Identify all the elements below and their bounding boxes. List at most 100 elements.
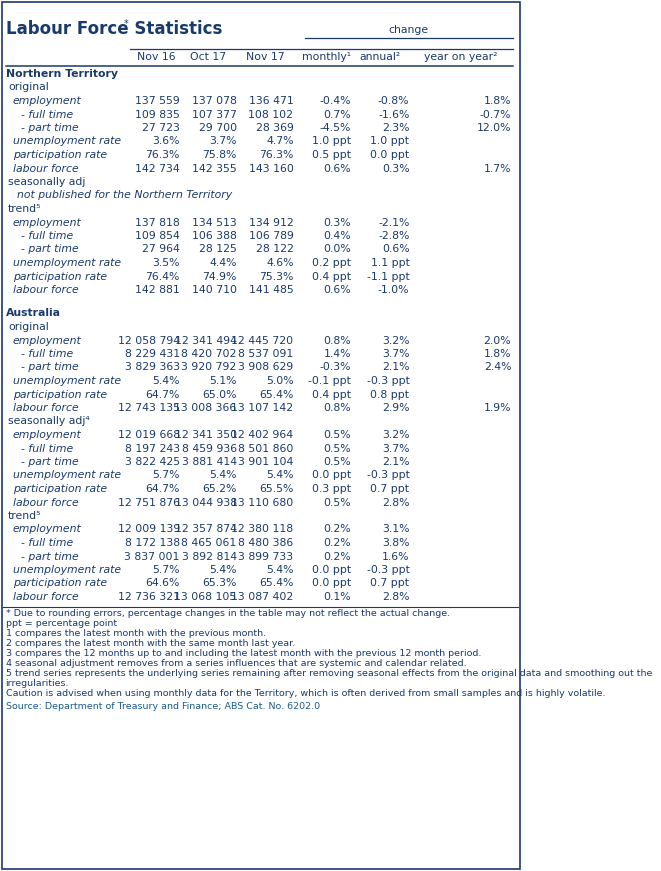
Text: 3 881 414: 3 881 414 xyxy=(182,457,237,467)
Text: seasonally adj: seasonally adj xyxy=(8,177,85,187)
Text: unemployment rate: unemployment rate xyxy=(13,470,121,481)
Text: 1.8%: 1.8% xyxy=(484,349,511,359)
Text: 2.4%: 2.4% xyxy=(484,362,511,373)
Text: 8 229 431: 8 229 431 xyxy=(125,349,180,359)
Text: 12 380 118: 12 380 118 xyxy=(231,524,293,535)
Text: 64.7%: 64.7% xyxy=(145,484,180,494)
Text: -4.5%: -4.5% xyxy=(320,123,351,133)
Text: 106 388: 106 388 xyxy=(192,231,237,241)
Text: 0.3%: 0.3% xyxy=(323,218,351,227)
Text: 109 835: 109 835 xyxy=(135,110,180,119)
Text: 8 172 138: 8 172 138 xyxy=(125,538,180,548)
Text: 8 480 386: 8 480 386 xyxy=(238,538,293,548)
Text: 5.1%: 5.1% xyxy=(209,376,237,386)
Text: labour force: labour force xyxy=(13,285,79,295)
Text: 1.8%: 1.8% xyxy=(484,96,511,106)
Text: - full time: - full time xyxy=(20,538,73,548)
Text: 3 908 629: 3 908 629 xyxy=(238,362,293,373)
Text: 0.5%: 0.5% xyxy=(323,443,351,454)
Text: Nov 17: Nov 17 xyxy=(246,52,284,62)
Text: 0.5%: 0.5% xyxy=(323,430,351,440)
Text: trend⁵: trend⁵ xyxy=(8,204,41,214)
Text: 0.0 ppt: 0.0 ppt xyxy=(370,150,409,160)
Text: 0.4%: 0.4% xyxy=(323,231,351,241)
Text: - part time: - part time xyxy=(20,245,78,254)
Text: 5.7%: 5.7% xyxy=(153,470,180,481)
Text: employment: employment xyxy=(13,218,81,227)
Text: unemployment rate: unemployment rate xyxy=(13,376,121,386)
Text: 0.0%: 0.0% xyxy=(323,245,351,254)
Text: - part time: - part time xyxy=(20,362,78,373)
Text: 0.5%: 0.5% xyxy=(323,497,351,508)
Text: 1.4%: 1.4% xyxy=(324,349,351,359)
Text: 65.2%: 65.2% xyxy=(202,484,237,494)
Text: 1.9%: 1.9% xyxy=(484,403,511,413)
Text: 107 377: 107 377 xyxy=(192,110,237,119)
Text: 0.8%: 0.8% xyxy=(323,403,351,413)
Text: employment: employment xyxy=(13,335,81,346)
Text: 142 355: 142 355 xyxy=(192,164,237,173)
Text: ppt = percentage point: ppt = percentage point xyxy=(5,618,116,627)
Text: 0.0 ppt: 0.0 ppt xyxy=(312,578,351,589)
Text: 65.3%: 65.3% xyxy=(202,578,237,589)
Text: 136 471: 136 471 xyxy=(249,96,293,106)
Text: monthly¹: monthly¹ xyxy=(301,52,351,62)
Text: 3.2%: 3.2% xyxy=(382,335,409,346)
Text: 3.7%: 3.7% xyxy=(382,443,409,454)
Text: -0.3 ppt: -0.3 ppt xyxy=(367,470,409,481)
Text: 13 068 105: 13 068 105 xyxy=(175,592,237,602)
Text: Nov 16: Nov 16 xyxy=(137,52,176,62)
Text: 64.6%: 64.6% xyxy=(145,578,180,589)
Text: 3 829 363: 3 829 363 xyxy=(125,362,180,373)
Text: 0.4 ppt: 0.4 ppt xyxy=(312,389,351,400)
Text: 1 compares the latest month with the previous month.: 1 compares the latest month with the pre… xyxy=(5,629,266,638)
Text: labour force: labour force xyxy=(13,592,79,602)
Text: 12 736 321: 12 736 321 xyxy=(118,592,180,602)
Text: 12.0%: 12.0% xyxy=(477,123,511,133)
Text: 76.3%: 76.3% xyxy=(259,150,293,160)
Text: 12 058 794: 12 058 794 xyxy=(118,335,180,346)
Text: participation rate: participation rate xyxy=(13,484,106,494)
Text: 1.0 ppt: 1.0 ppt xyxy=(370,137,409,146)
Text: Labour Force Statistics: Labour Force Statistics xyxy=(7,20,223,38)
Text: seasonally adj⁴: seasonally adj⁴ xyxy=(8,416,90,427)
Text: 5 trend series represents the underlying series remaining after removing seasona: 5 trend series represents the underlying… xyxy=(5,669,652,678)
Text: 12 341 350: 12 341 350 xyxy=(175,430,237,440)
Text: 5.7%: 5.7% xyxy=(153,565,180,575)
Text: 75.8%: 75.8% xyxy=(202,150,237,160)
Text: 0.1%: 0.1% xyxy=(323,592,351,602)
Text: 0.7 ppt: 0.7 ppt xyxy=(370,484,409,494)
Text: - full time: - full time xyxy=(20,349,73,359)
Text: year on year²: year on year² xyxy=(424,52,497,62)
Text: 109 854: 109 854 xyxy=(135,231,180,241)
Text: 2.3%: 2.3% xyxy=(382,123,409,133)
Text: 3.7%: 3.7% xyxy=(382,349,409,359)
Text: 13 087 402: 13 087 402 xyxy=(231,592,293,602)
Text: 0.2%: 0.2% xyxy=(323,538,351,548)
Text: 12 341 494: 12 341 494 xyxy=(175,335,237,346)
Text: 3.5%: 3.5% xyxy=(153,258,180,268)
Text: 137 559: 137 559 xyxy=(135,96,180,106)
Text: 76.4%: 76.4% xyxy=(145,272,180,281)
Text: -0.8%: -0.8% xyxy=(378,96,409,106)
Text: 142 881: 142 881 xyxy=(135,285,180,295)
Text: -2.8%: -2.8% xyxy=(378,231,409,241)
Text: participation rate: participation rate xyxy=(13,272,106,281)
Text: 8 197 243: 8 197 243 xyxy=(125,443,180,454)
Text: labour force: labour force xyxy=(13,497,79,508)
Text: trend⁵: trend⁵ xyxy=(8,511,41,521)
Text: -1.0%: -1.0% xyxy=(378,285,409,295)
Text: 28 125: 28 125 xyxy=(199,245,237,254)
Text: 137 078: 137 078 xyxy=(192,96,237,106)
Text: 143 160: 143 160 xyxy=(249,164,293,173)
Text: 65.5%: 65.5% xyxy=(259,484,293,494)
Text: 13 107 142: 13 107 142 xyxy=(231,403,293,413)
Text: 3 901 104: 3 901 104 xyxy=(238,457,293,467)
Text: 8 501 860: 8 501 860 xyxy=(238,443,293,454)
Text: 13 044 938: 13 044 938 xyxy=(175,497,237,508)
Text: 0.8%: 0.8% xyxy=(323,335,351,346)
Text: 12 009 139: 12 009 139 xyxy=(118,524,180,535)
Text: - part time: - part time xyxy=(20,457,78,467)
Text: 12 357 874: 12 357 874 xyxy=(175,524,237,535)
Text: unemployment rate: unemployment rate xyxy=(13,137,121,146)
